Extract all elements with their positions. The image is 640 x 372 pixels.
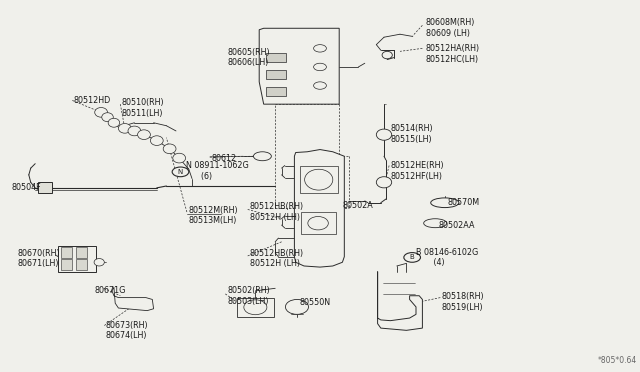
Ellipse shape [308,217,328,230]
Bar [61,247,72,258]
Text: 80512HA(RH)
80512HC(LH): 80512HA(RH) 80512HC(LH) [426,44,480,64]
Text: 80671G: 80671G [95,286,126,295]
Ellipse shape [314,82,326,89]
Ellipse shape [424,219,447,228]
Ellipse shape [253,152,271,161]
Text: 80570M: 80570M [448,198,480,207]
Ellipse shape [244,300,267,315]
Bar [76,259,87,270]
Bar [237,298,274,317]
Text: 80502AA: 80502AA [438,221,475,230]
Text: 80502(RH)
80503(LH): 80502(RH) 80503(LH) [227,286,270,306]
Text: 80608M(RH)
80609 (LH): 80608M(RH) 80609 (LH) [426,18,475,38]
Bar [61,259,72,270]
Ellipse shape [376,177,392,188]
Text: 80504F: 80504F [12,183,41,192]
Bar [266,87,286,96]
Ellipse shape [150,136,163,145]
Text: 80502A: 80502A [342,201,373,210]
Ellipse shape [95,108,108,117]
Ellipse shape [108,118,120,127]
Ellipse shape [376,129,392,140]
Ellipse shape [382,51,392,59]
Text: 80612: 80612 [211,154,236,163]
Bar [301,212,336,234]
Bar [76,247,87,258]
Polygon shape [294,150,344,267]
Ellipse shape [102,113,113,122]
Text: 80605(RH)
80606(LH): 80605(RH) 80606(LH) [227,48,270,67]
Ellipse shape [314,63,326,71]
Polygon shape [378,272,422,330]
Text: 80512HB(RH)
80512H (LH): 80512HB(RH) 80512H (LH) [250,249,304,268]
Ellipse shape [285,299,308,314]
Circle shape [172,167,189,177]
Polygon shape [112,287,154,311]
Polygon shape [259,28,339,104]
Circle shape [404,253,420,262]
Text: B 08146-6102G
       (4): B 08146-6102G (4) [416,248,478,267]
Ellipse shape [94,259,104,266]
Ellipse shape [431,198,459,208]
Bar [300,166,338,193]
Ellipse shape [118,124,131,133]
Bar [266,70,286,79]
Ellipse shape [173,153,186,163]
Text: 80514(RH)
80515(LH): 80514(RH) 80515(LH) [390,124,433,144]
Text: 80512HD: 80512HD [74,96,111,105]
Ellipse shape [305,169,333,190]
Ellipse shape [314,45,326,52]
Bar [266,53,286,62]
Text: N 08911-1062G
      (6): N 08911-1062G (6) [186,161,248,181]
Ellipse shape [128,126,141,136]
Ellipse shape [138,130,150,140]
Text: 80670(RH)
80671(LH): 80670(RH) 80671(LH) [18,249,61,268]
Text: 80512HE(RH)
80512HF(LH): 80512HE(RH) 80512HF(LH) [390,161,444,181]
Bar [38,182,52,193]
Text: 80510(RH)
80511(LH): 80510(RH) 80511(LH) [122,98,164,118]
Text: 80673(RH)
80674(LH): 80673(RH) 80674(LH) [106,321,148,340]
Text: N: N [178,169,183,175]
Text: 80518(RH)
80519(LH): 80518(RH) 80519(LH) [442,292,484,312]
Text: 80512HB(RH)
80512H (LH): 80512HB(RH) 80512H (LH) [250,202,304,222]
Text: 80512M(RH)
80513M(LH): 80512M(RH) 80513M(LH) [189,206,239,225]
Bar [58,246,96,272]
Text: B: B [410,254,415,260]
Ellipse shape [163,144,176,154]
Text: *805*0.64: *805*0.64 [598,356,637,365]
Text: 80550N: 80550N [300,298,331,307]
